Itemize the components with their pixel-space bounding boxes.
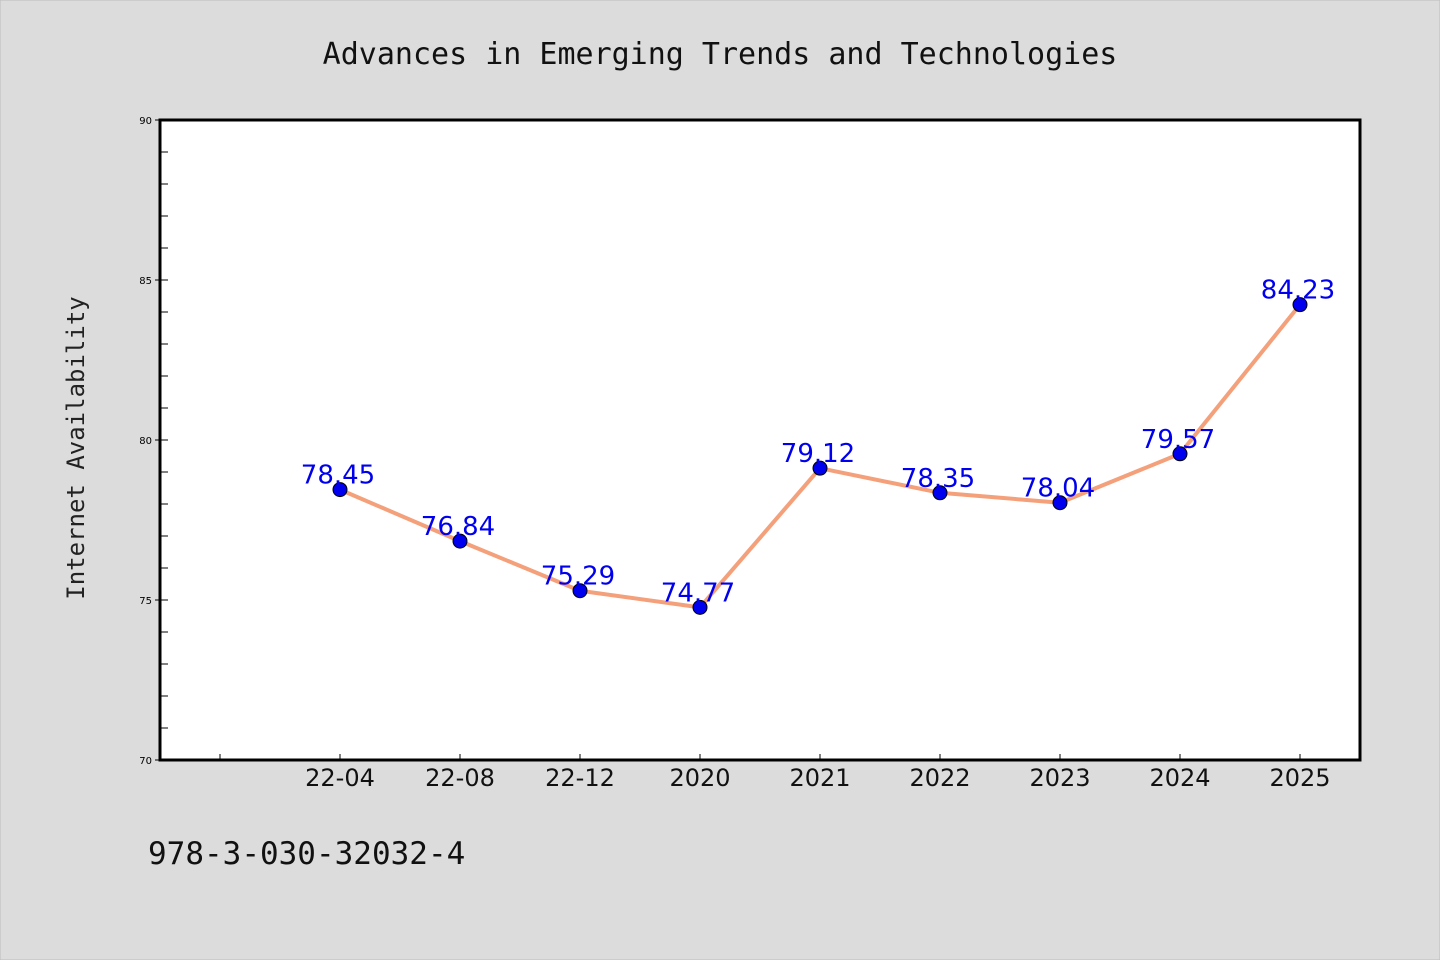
y-axis-label: Internet Availability <box>62 296 90 599</box>
data-point <box>1052 495 1068 511</box>
x-tick-label: 2023 <box>1029 764 1090 792</box>
y-tick-label: 85 <box>139 276 152 287</box>
series-markers <box>332 297 1308 615</box>
data-label: 84.23 <box>1261 276 1335 306</box>
data-point <box>932 485 948 501</box>
data-label: 79.12 <box>781 439 855 469</box>
data-label: 74.77 <box>661 578 735 608</box>
x-tick-label: 22-08 <box>425 764 495 792</box>
x-tick-label: 2021 <box>789 764 850 792</box>
data-point <box>572 583 588 599</box>
x-axis: 22-04 22-08 22-12 2020 2021 2022 2023 2024 2025 <box>219 754 1331 792</box>
data-label: 76.84 <box>421 512 495 542</box>
data-point <box>1292 297 1308 313</box>
y-tick-label: 75 <box>139 596 152 607</box>
isbn-text: 978-3-030-32032-4 <box>148 836 465 872</box>
data-point <box>1172 446 1188 462</box>
x-tick-label: 2024 <box>1149 764 1210 792</box>
data-point <box>812 460 828 476</box>
chart-title: Advances in Emerging Trends and Technolo… <box>323 37 1118 72</box>
x-tick-label: 22-04 <box>305 764 375 792</box>
data-label: 78.04 <box>1021 474 1095 504</box>
data-point <box>332 482 348 498</box>
y-tick-label: 90 <box>139 116 152 127</box>
x-tick-label: 22-12 <box>545 764 615 792</box>
data-point <box>692 599 708 615</box>
y-tick-label: 70 <box>139 756 152 767</box>
data-labels: 78.45 76.84 75.29 74.77 79.12 78.35 78.04 79.57… <box>301 276 1335 609</box>
data-label: 78.35 <box>901 464 975 494</box>
data-label: 78.45 <box>301 461 375 491</box>
data-label: 79.57 <box>1141 425 1215 455</box>
y-tick-label: 80 <box>139 436 152 447</box>
plot-frame <box>158 118 1362 762</box>
x-tick-label: 2022 <box>909 764 970 792</box>
data-label: 75.29 <box>541 562 615 592</box>
x-tick-label: 2020 <box>669 764 730 792</box>
x-tick-label: 2025 <box>1269 764 1330 792</box>
plot-area <box>160 120 1360 760</box>
data-point <box>452 533 468 549</box>
